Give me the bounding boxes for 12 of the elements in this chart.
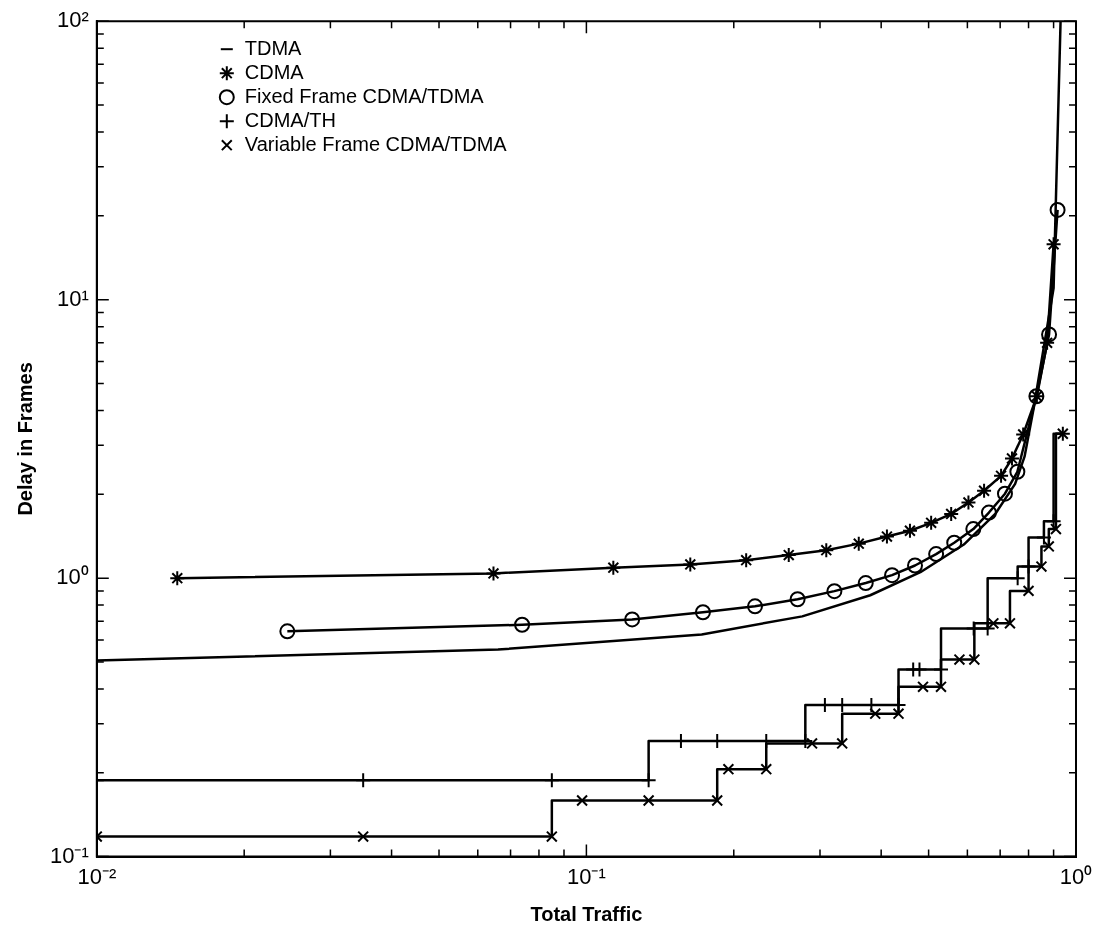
y-tick-label: 10² — [57, 7, 89, 33]
y-tick-label: 10⁰ — [56, 564, 89, 590]
y-tick-label: 10¹ — [57, 285, 89, 311]
x-axis-title: Total Traffic — [530, 902, 643, 925]
x-tick-label: 10⁻¹ — [567, 863, 606, 889]
legend-label: CDMA/TH — [244, 108, 336, 131]
y-axis-title: Delay in Frames — [13, 362, 36, 516]
legend-label: Variable Frame CDMA/TDMA — [244, 132, 508, 155]
x-tick-label: 10⁰ — [1059, 863, 1093, 889]
legend-label: TDMA — [244, 36, 303, 59]
legend-label: CDMA — [244, 60, 305, 83]
legend-label: Fixed Frame CDMA/TDMA — [244, 84, 485, 107]
